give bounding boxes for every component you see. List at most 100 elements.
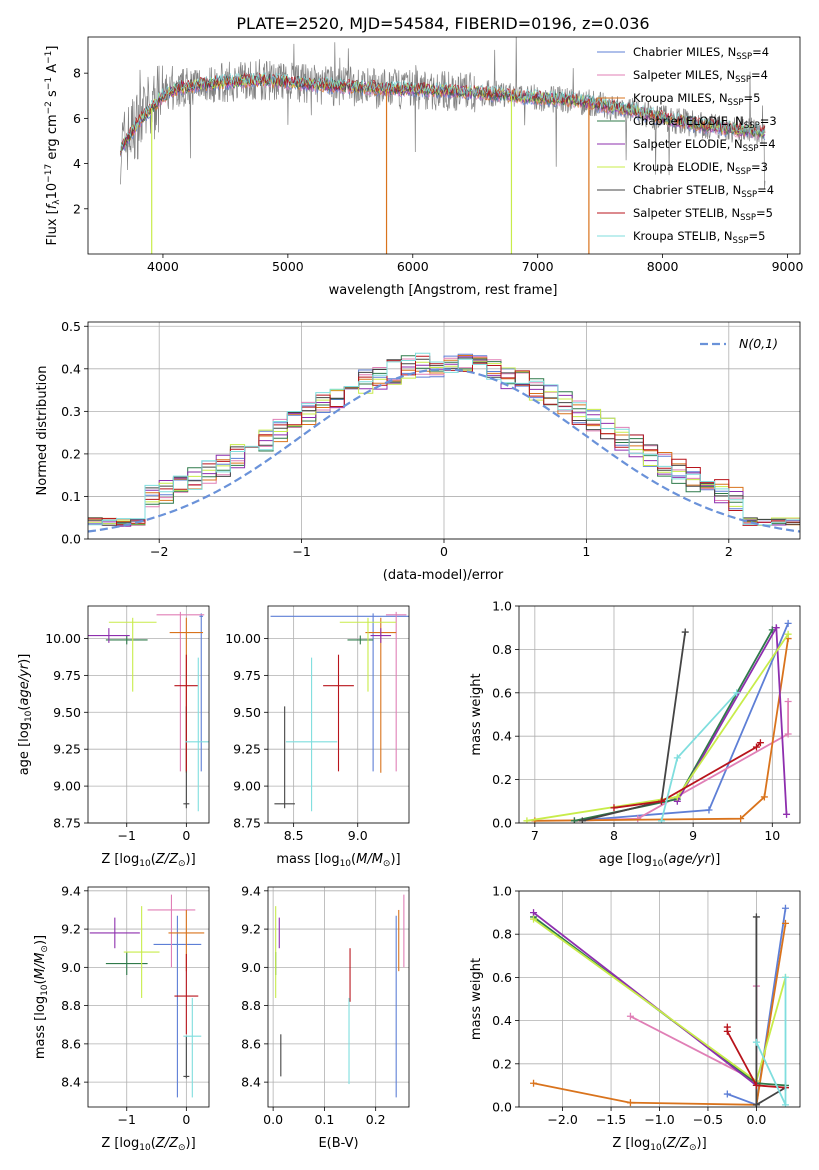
y-tick-label: 9.75 <box>233 668 261 683</box>
axes-frame <box>518 605 801 824</box>
histogram-kroupa-stelib <box>88 352 800 526</box>
y-axis-label: mass [log10(M/M⊙)] <box>33 935 50 1059</box>
errorbar-point <box>285 657 338 812</box>
legend-label: Kroupa STELIB, N <box>633 229 733 243</box>
y-axis-label-part: )] <box>17 654 32 664</box>
legend-label: Chabrier ELODIE, N <box>633 114 744 128</box>
y-tick-label: 9.00 <box>233 779 261 794</box>
panel-mass-vs-Z: −1 08.48.68.89.09.29.4Z [log10(Z/Z⊙)]mass… <box>33 883 210 1153</box>
x-axis-label-part: 10 <box>650 1143 662 1153</box>
legend-label: Kroupa ELODIE, N <box>633 160 735 174</box>
axes-frame <box>87 886 210 1108</box>
y-axis-label-part: 10 <box>40 984 50 996</box>
y-axis-label-part: −17 <box>44 164 54 183</box>
x-axis-label-part: Z/Z <box>155 852 179 867</box>
weight-series-salpeter-stelib <box>610 739 764 812</box>
y-axis-label: age [log10(age/yr)] <box>17 654 34 776</box>
y-tick-label: 0.4 <box>61 361 81 376</box>
legend-n: =5 <box>743 91 760 105</box>
y-axis-label: mass weight <box>469 958 484 1040</box>
weight-marker <box>752 913 760 921</box>
legend-label: Salpeter MILES, N <box>633 68 735 82</box>
normal-curve-line <box>88 368 800 533</box>
y-tick-label: 0.8 <box>492 927 512 942</box>
weight-marker <box>752 743 760 751</box>
x-axis-label-part: age/yr <box>668 852 711 867</box>
y-axis-label-part: 10 <box>24 710 34 722</box>
x-tick-label: 0.0 <box>263 1112 283 1127</box>
x-tick-label: 0.1 <box>314 1112 334 1127</box>
x-axis-label: mass [log10(M/M⊙)] <box>276 852 400 869</box>
legend-n: =4 <box>757 183 774 197</box>
errorbar-point <box>385 611 407 772</box>
weight-marker <box>578 817 586 823</box>
plot-area <box>88 887 209 1107</box>
errorbar-point <box>274 706 295 809</box>
y-axis-label-part: ( <box>33 979 48 984</box>
weight-marker <box>781 904 789 912</box>
weight-marker <box>784 619 792 627</box>
plot-content <box>89 894 205 1098</box>
errorbar-point <box>123 906 160 998</box>
x-tick-label: −2 <box>150 544 168 559</box>
x-axis-label: Z [log10(Z/Z⊙)] <box>101 1136 195 1153</box>
weight-marker <box>673 793 681 801</box>
x-axis-label-part: age [log <box>599 852 652 867</box>
weight-marker <box>781 973 789 981</box>
y-tick-label: 0.4 <box>492 729 512 744</box>
figure-title: PLATE=2520, MJD=54584, FIBERID=0196, z=0… <box>236 14 649 33</box>
weight-marker <box>531 817 539 823</box>
weight-marker <box>752 1081 760 1089</box>
weight-line <box>534 638 789 822</box>
y-tick-label: 8.6 <box>241 1036 261 1051</box>
x-axis-label-part: )] <box>390 852 400 867</box>
weight-marker <box>530 1079 538 1087</box>
y-tick-label: 9.00 <box>53 779 81 794</box>
x-axis-label-part: ⊙ <box>689 1143 697 1153</box>
y-axis-label-part: −1 <box>44 51 54 64</box>
weight-series-kroupa-stelib <box>657 689 741 823</box>
x-tick-label: 8 <box>610 828 618 843</box>
y-axis-label-part: Flux [ <box>45 209 60 245</box>
x-axis-label: (data-model)/error <box>383 568 504 583</box>
x-tick-label: 6000 <box>397 259 429 274</box>
legend-sub: SSP <box>728 98 744 108</box>
plot-content <box>523 619 792 823</box>
weight-marker <box>752 1101 760 1107</box>
x-axis-label-part: ⊙ <box>178 859 186 869</box>
plot-area <box>88 606 209 823</box>
x-tick-label: 5000 <box>272 259 304 274</box>
weight-line <box>533 923 787 1106</box>
x-tick-label: −1 <box>118 1112 136 1127</box>
legend-sub: SSP <box>743 144 759 154</box>
x-axis-label-part: )] <box>186 1136 196 1151</box>
weight-marker <box>634 815 642 823</box>
y-axis-label-part: s <box>45 90 60 101</box>
x-tick-label: 7 <box>531 828 539 843</box>
weight-marker <box>784 697 792 705</box>
x-axis-label-part: ( <box>151 1136 156 1151</box>
y-tick-label: 8.4 <box>241 1075 261 1090</box>
x-axis-label-part: Z [log <box>101 1136 139 1151</box>
y-tick-label: 9.0 <box>61 960 81 975</box>
legend-sub: SSP <box>740 213 756 223</box>
x-tick-label: −2.0 <box>547 1112 577 1127</box>
errorbar-point <box>370 628 392 643</box>
y-tick-label: 9.2 <box>241 922 261 937</box>
legend-sub: SSP <box>735 75 751 85</box>
data-spectrum-line <box>120 37 766 190</box>
legend-sub: SSP <box>736 52 752 62</box>
weight-series-kroupa-stelib <box>752 973 789 1107</box>
x-axis-label-part: 10 <box>652 859 664 869</box>
legend-n: =5 <box>756 206 773 220</box>
x-tick-label: 8000 <box>647 259 679 274</box>
x-tick-label: 0.2 <box>366 1112 386 1127</box>
x-axis-label-part: Z/Z <box>666 1136 690 1151</box>
legend-entry: Kroupa STELIB, NSSP=5 <box>633 229 765 246</box>
x-axis-label-part: ( <box>662 1136 667 1151</box>
x-tick-label: 9000 <box>772 259 804 274</box>
plot-area <box>88 37 800 254</box>
y-tick-label: 1.0 <box>492 884 512 899</box>
errorbar-point <box>183 997 202 1098</box>
